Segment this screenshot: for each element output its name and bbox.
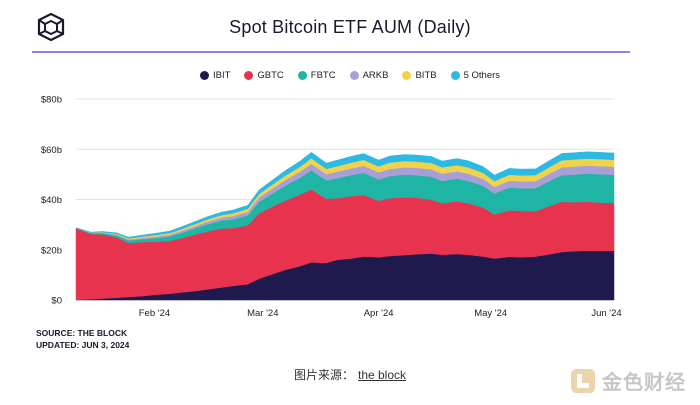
legend-item[interactable]: FBTC	[297, 70, 336, 81]
image-caption: 图片来源： the block	[0, 366, 700, 383]
watermark-text: 金色财经	[602, 372, 686, 394]
legend-label: 5 Others	[463, 70, 501, 81]
legend-item[interactable]: ARKB	[349, 70, 389, 81]
chart-header: Spot Bitcoin ETF AUM (Daily)	[0, 0, 700, 53]
legend-label: IBIT	[212, 70, 231, 81]
legend-swatch	[199, 71, 209, 80]
x-tick-label: May '24	[474, 308, 507, 319]
x-tick-label: Feb '24	[139, 308, 170, 319]
legend-swatch	[450, 71, 460, 80]
legend-swatch	[297, 71, 307, 80]
legend-item[interactable]: IBIT	[199, 70, 231, 81]
updated-label: UPDATED: JUN 3, 2024	[36, 340, 130, 350]
legend-label: GBTC	[257, 70, 284, 81]
legend-swatch	[349, 71, 359, 80]
legend-swatch	[244, 71, 254, 80]
the-block-logo-icon	[37, 12, 65, 42]
y-tick-label: $60b	[41, 145, 62, 156]
legend-label: BITB	[415, 70, 437, 81]
jinse-logo-icon	[571, 368, 595, 393]
caption-source-link[interactable]: the block	[357, 368, 407, 382]
caption-prefix: 图片来源：	[293, 368, 354, 382]
legend-label: FBTC	[310, 70, 336, 81]
header-divider	[32, 51, 630, 53]
legend-label: ARKB	[362, 70, 389, 81]
series-area-5-others	[75, 151, 615, 239]
legend-swatch	[402, 71, 412, 80]
chart-legend: IBIT GBTC FBTC ARKB BITB 5 Others	[0, 70, 700, 81]
y-tick-label: $40b	[41, 195, 62, 206]
y-tick-label: $20b	[41, 245, 62, 256]
y-tick-label: $0	[51, 296, 62, 307]
legend-item[interactable]: 5 Others	[450, 70, 501, 81]
x-tick-label: Mar '24	[247, 308, 278, 319]
legend-item[interactable]: BITB	[402, 70, 437, 81]
x-tick-label: Apr '24	[364, 308, 394, 319]
y-tick-label: $80b	[41, 95, 62, 106]
chart-title: Spot Bitcoin ETF AUM (Daily)	[229, 17, 471, 37]
legend-item[interactable]: GBTC	[244, 70, 284, 81]
x-tick-label: Jun '24	[591, 308, 621, 319]
watermark: 金色财经	[570, 366, 686, 395]
source-label: SOURCE: THE BLOCK	[36, 328, 128, 338]
